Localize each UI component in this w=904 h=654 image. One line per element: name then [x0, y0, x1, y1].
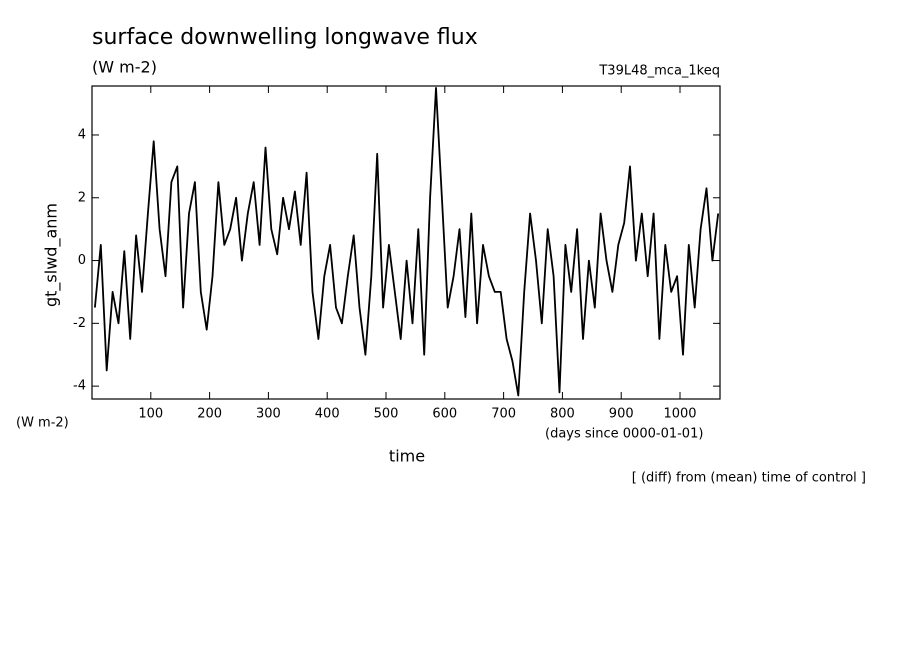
y-tick-label: 4	[78, 127, 86, 142]
chart-subtitle: (W m-2)	[92, 58, 157, 77]
note: [ (diff) from (mean) time of control ]	[632, 471, 866, 486]
y-tick-label: -4	[73, 379, 86, 394]
experiment-label: T39L48_mca_1keq	[598, 64, 720, 79]
x-tick-label: 700	[491, 407, 516, 422]
x-tick-label: 1000	[663, 407, 696, 422]
y-axis-label: gt_slwd_anm	[42, 203, 62, 307]
plot-frame	[91, 85, 721, 400]
y-tick-label: -2	[73, 316, 86, 331]
x-tick-label: 300	[256, 407, 281, 422]
y-tick-label: 0	[78, 253, 86, 268]
x-tick-label: 800	[550, 407, 575, 422]
y-units: (W m-2)	[16, 416, 69, 431]
x-tick-label: 500	[374, 407, 399, 422]
x-tick-label: 600	[432, 407, 457, 422]
x-tick-label: 100	[138, 407, 163, 422]
y-tick-label: 2	[78, 190, 86, 205]
x-tick-label: 400	[315, 407, 340, 422]
x-tick-label: 200	[197, 407, 222, 422]
data-line	[94, 87, 720, 397]
chart-title: surface downwelling longwave flux	[92, 25, 478, 50]
x-axis-label: time	[389, 447, 425, 466]
x-units: (days since 0000-01-01)	[545, 427, 703, 442]
x-tick-label: 900	[609, 407, 634, 422]
